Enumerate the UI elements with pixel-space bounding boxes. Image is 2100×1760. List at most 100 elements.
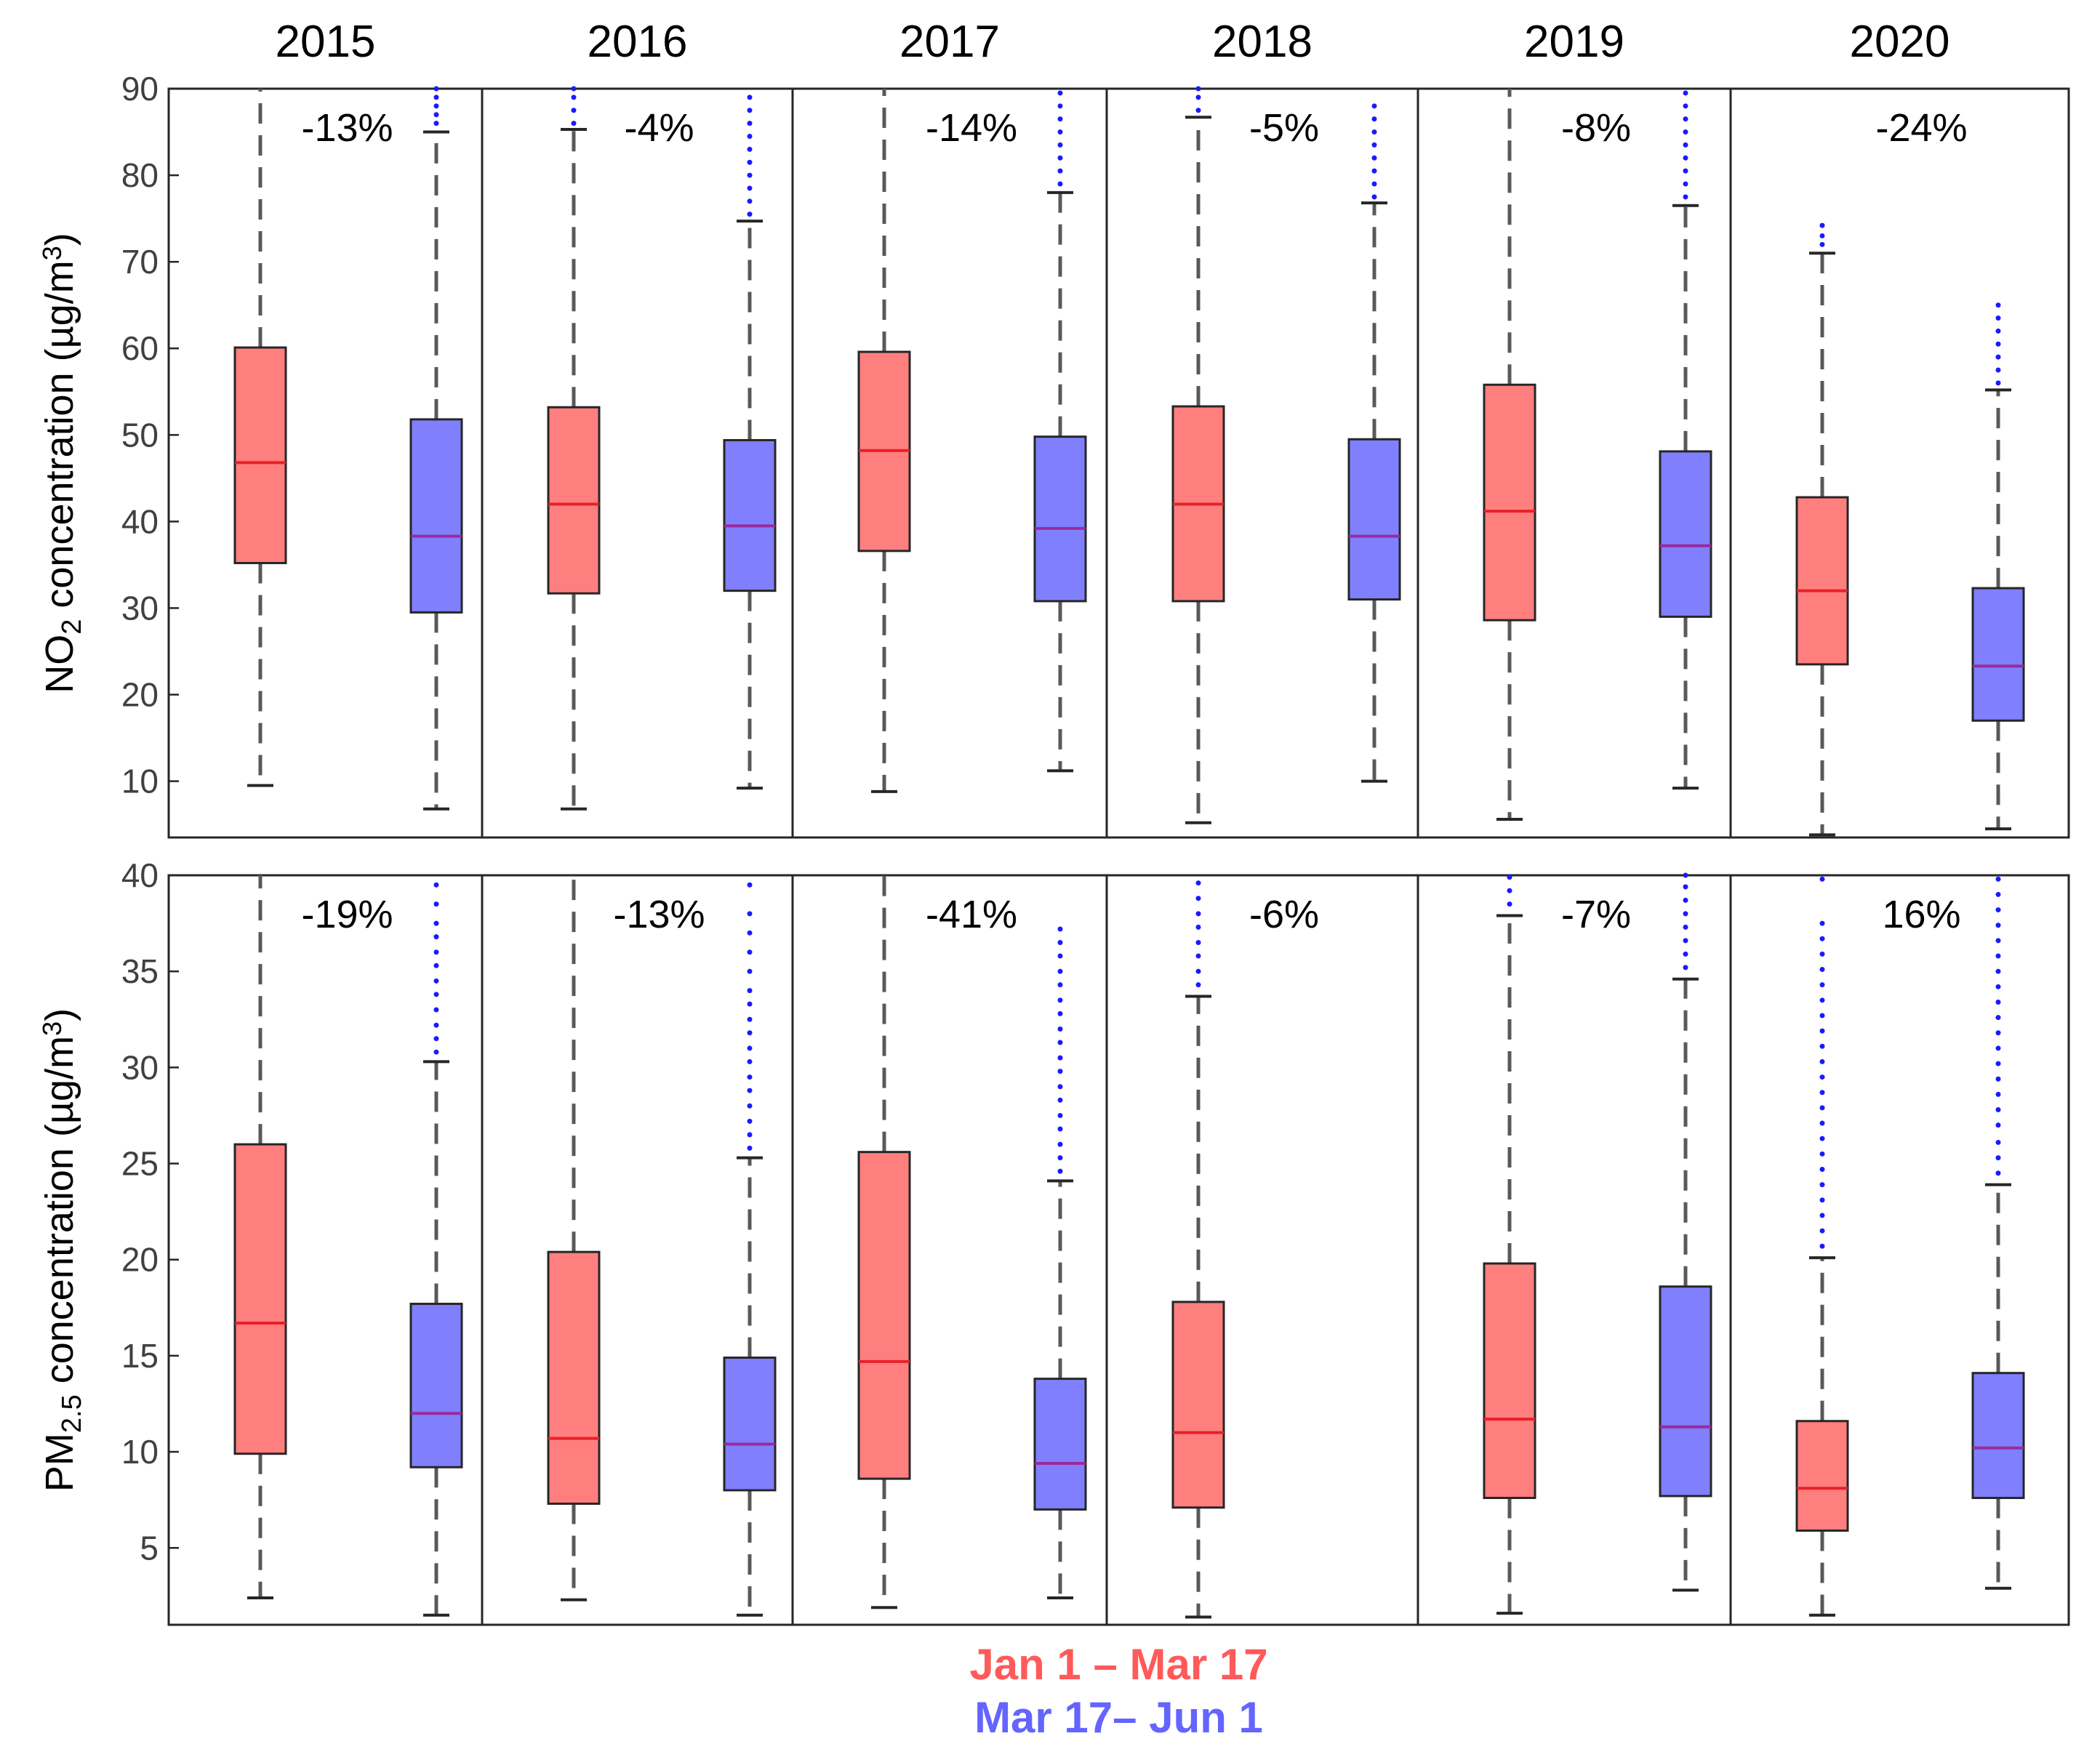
legend-entry-mar-jun: Mar 17– Jun 1	[974, 1693, 1263, 1742]
change-annotation: -4%	[624, 106, 694, 150]
outlier-point	[1057, 181, 1063, 187]
outlier-point	[1995, 302, 2001, 308]
y-tick-label: 40	[121, 856, 159, 894]
box-2016-jan-mar	[547, 86, 601, 811]
outlier-point	[1819, 997, 1825, 1003]
outlier-point	[1819, 1213, 1825, 1218]
outlier-point	[433, 112, 439, 118]
y-tick-label: 35	[121, 952, 159, 990]
outlier-point	[1819, 1136, 1825, 1141]
iqr-box	[723, 438, 777, 592]
y-tick-label: 20	[121, 1241, 159, 1279]
outlier-point	[1057, 1155, 1063, 1161]
box-2020-mar-jun	[1971, 302, 2025, 831]
outlier-point	[747, 988, 753, 994]
outlier-point	[1057, 155, 1063, 161]
outlier-point	[1683, 168, 1688, 174]
outlier-point	[1995, 1122, 2001, 1128]
outlier-point	[1195, 896, 1201, 901]
outlier-point	[1819, 1043, 1825, 1049]
outlier-point	[1057, 1126, 1063, 1132]
outlier-point	[1195, 108, 1201, 113]
outlier-point	[747, 1103, 753, 1109]
outlier-point	[1995, 1015, 2001, 1021]
outlier-point	[1057, 953, 1063, 959]
outlier-point	[1819, 1182, 1825, 1188]
y-tick-label: 10	[121, 1433, 159, 1471]
outlier-point	[1507, 901, 1512, 907]
outlier-point	[747, 1088, 753, 1093]
outlier-point	[1195, 911, 1201, 917]
y-tick-label: 30	[121, 589, 159, 627]
outlier-point	[747, 121, 753, 126]
y-tick-label: 30	[121, 1048, 159, 1086]
outlier-point	[747, 159, 753, 165]
outlier-point	[1683, 965, 1688, 971]
outlier-point	[1371, 155, 1377, 161]
iqr-box	[1033, 435, 1087, 603]
outlier-point	[1195, 953, 1201, 959]
panel-frame	[167, 874, 2070, 1626]
outlier-point	[1683, 142, 1688, 148]
outlier-point	[747, 930, 753, 936]
outlier-point	[1819, 1120, 1825, 1126]
outlier-point	[1819, 1090, 1825, 1096]
outlier-point	[433, 882, 439, 888]
outlier-point	[1819, 1166, 1825, 1172]
outlier-point	[1819, 241, 1825, 247]
outlier-point	[1057, 1084, 1063, 1090]
outlier-point	[1819, 222, 1825, 228]
outlier-point	[1195, 924, 1201, 930]
outlier-point	[1371, 194, 1377, 200]
y-tick-label: 20	[121, 676, 159, 714]
outlier-point	[1057, 982, 1063, 988]
box-2017-jan-mar	[857, 89, 911, 793]
outlier-point	[1683, 129, 1688, 135]
change-annotation: -19%	[301, 893, 393, 936]
iqr-box	[1347, 438, 1401, 601]
box-2019-mar-jun	[1659, 872, 1712, 1592]
change-annotation: -24%	[1875, 106, 1967, 150]
y-axis-label: NO2 concentration (µg/m3)	[37, 233, 88, 694]
outlier-point	[1371, 129, 1377, 135]
outlier-point	[1683, 911, 1688, 917]
outlier-point	[1995, 354, 2001, 360]
outlier-point	[1057, 926, 1063, 932]
outlier-point	[1819, 1074, 1825, 1080]
iqr-box	[233, 346, 287, 565]
outlier-point	[747, 949, 753, 955]
outlier-point	[1057, 1055, 1063, 1061]
outlier-point	[1995, 1139, 2001, 1145]
outlier-point	[1057, 129, 1063, 135]
outlier-point	[433, 86, 439, 92]
change-annotation: -41%	[926, 893, 1017, 936]
change-annotation: 16%	[1882, 893, 1960, 936]
outlier-point	[1995, 891, 2001, 897]
y-tick-label: 60	[121, 329, 159, 367]
outlier-point	[433, 1036, 439, 1042]
y-tick-label: 70	[121, 243, 159, 281]
outlier-point	[1057, 1141, 1063, 1147]
box-2020-jan-mar	[1795, 222, 1849, 837]
outlier-point	[433, 901, 439, 907]
change-annotation: -13%	[301, 106, 393, 150]
outlier-point	[747, 212, 753, 217]
box-2018-jan-mar	[1171, 86, 1225, 824]
year-header-2017: 2017	[899, 17, 1000, 67]
iqr-box	[1033, 1378, 1087, 1511]
outlier-point	[1195, 880, 1201, 886]
outlier-point	[1371, 142, 1377, 148]
outlier-point	[1995, 380, 2001, 386]
outlier-point	[747, 1030, 753, 1036]
outlier-point	[1995, 1030, 2001, 1036]
outlier-point	[433, 992, 439, 997]
outlier-point	[1995, 316, 2001, 321]
outlier-point	[1371, 116, 1377, 122]
change-annotation: -7%	[1561, 893, 1631, 936]
outlier-point	[433, 934, 439, 940]
box-2017-mar-jun	[1033, 90, 1087, 773]
y-axis-label: PM2.5 concentration (µg/m3)	[37, 1008, 88, 1492]
outlier-point	[1819, 233, 1825, 238]
iqr-box	[1971, 1372, 2025, 1500]
outlier-point	[1057, 1026, 1063, 1032]
